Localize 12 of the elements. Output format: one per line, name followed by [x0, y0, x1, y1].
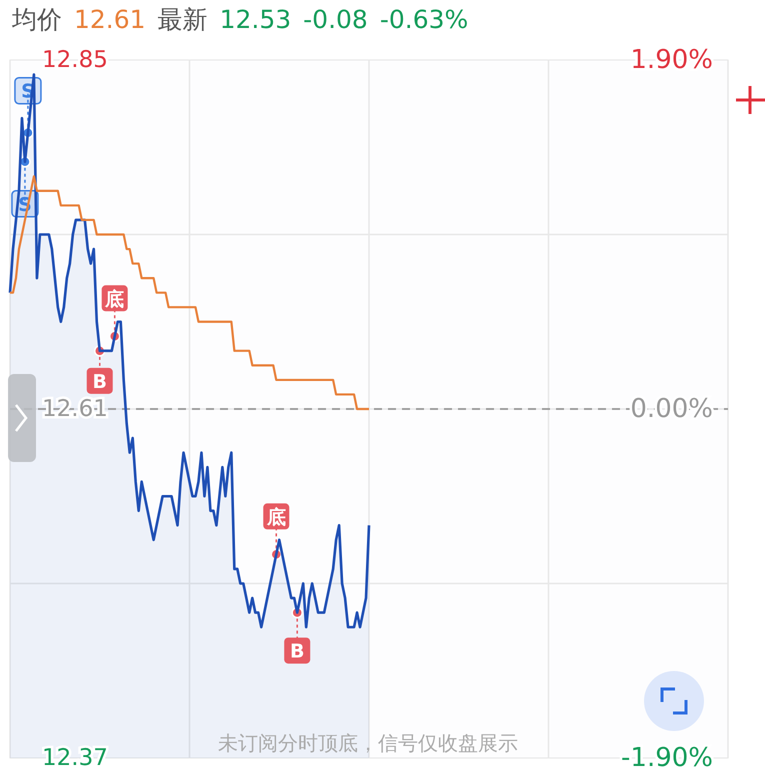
- y2-tick-label: 0.00%: [630, 394, 713, 424]
- annotation: 底: [104, 288, 124, 310]
- annotation: 未订阅分时顶底，信号仅收盘展示: [218, 731, 518, 755]
- annotation: B: [290, 640, 304, 663]
- annotation: B: [92, 370, 107, 393]
- chart-title: 均价 12.61 最新 12.53 -0.08 -0.63%: [11, 5, 468, 34]
- y-tick-label: 12.61: [42, 396, 108, 422]
- y2-tick-label: 1.90%: [630, 45, 713, 75]
- y-tick-label: 12.85: [42, 47, 108, 73]
- annotation: 底: [266, 506, 286, 528]
- y2-tick-label: -1.90%: [621, 743, 713, 773]
- y-tick-label: 12.37: [42, 745, 108, 771]
